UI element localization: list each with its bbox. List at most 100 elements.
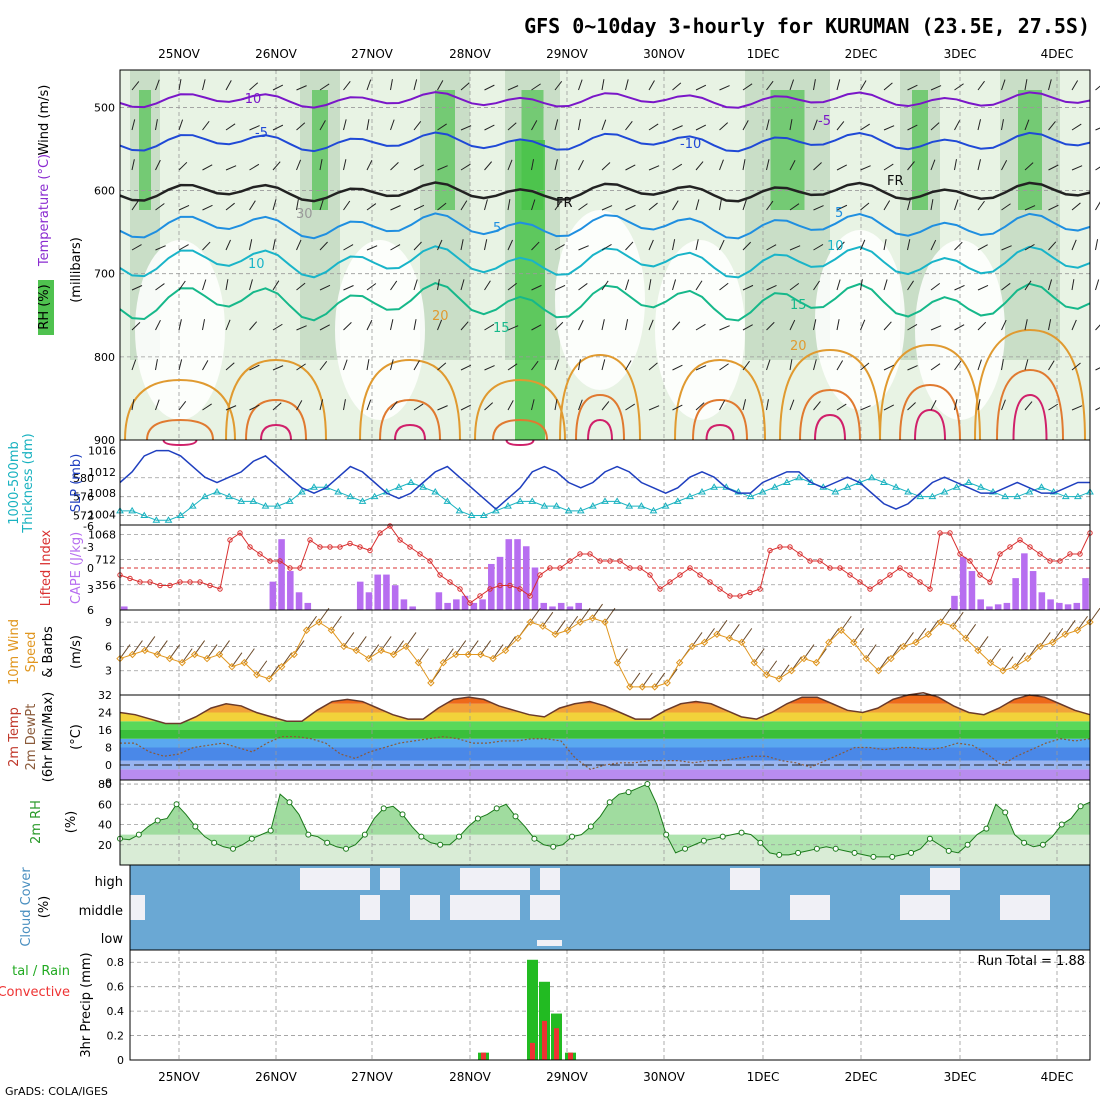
wind-barb <box>405 632 417 647</box>
rh-marker <box>1077 803 1084 810</box>
temp-panel-label-a: 2m Temp <box>7 707 22 767</box>
cloud-low-block <box>537 940 562 946</box>
temp-unit-label: (°C) <box>69 724 84 750</box>
wind-barb <box>1071 123 1082 131</box>
pressure-tick: 800 <box>94 351 115 364</box>
wind-barb <box>343 359 348 371</box>
cape-bar <box>514 539 521 610</box>
lifted-index-marker <box>517 586 523 592</box>
wind-barb <box>155 119 158 131</box>
wind-barb <box>954 159 957 171</box>
thickness-marker <box>1013 492 1022 500</box>
wind-barb <box>306 615 317 631</box>
wind-barb <box>954 241 963 251</box>
wind-speed-marker <box>166 654 174 663</box>
cloud-high-block <box>380 868 400 890</box>
wind-barb <box>719 325 730 331</box>
wind-speed-marker <box>476 650 485 659</box>
wind-barb <box>272 84 284 91</box>
li-tick: 3 <box>87 583 94 596</box>
wind-barb <box>648 202 658 211</box>
wind-barb <box>225 123 236 131</box>
lifted-index-marker <box>277 558 283 564</box>
wind-barb <box>319 83 330 91</box>
wind-barb <box>272 161 281 171</box>
wind-speed-marker <box>563 626 572 634</box>
lifted-index-marker <box>1007 544 1013 550</box>
wind-speed-marker <box>874 667 883 675</box>
rh-marker <box>1039 841 1046 848</box>
wind-barb <box>789 245 801 251</box>
slp-tick: 1016 <box>88 445 116 458</box>
wind-speed-marker <box>626 683 634 691</box>
thickness-marker <box>928 492 937 500</box>
wind-barb <box>704 628 715 643</box>
date-label: 27NOV <box>351 47 393 61</box>
wind-speed-marker <box>128 650 137 659</box>
thickness-marker <box>588 502 597 509</box>
wind-barb <box>249 364 260 371</box>
credit: GrADS: COLA/IGES <box>5 1085 108 1098</box>
thickness-marker <box>625 502 634 509</box>
contour-label: 5 <box>493 221 501 236</box>
lifted-index-marker <box>347 540 353 547</box>
wind-speed-marker <box>999 667 1007 675</box>
wind-barb <box>202 79 206 91</box>
wind-barb <box>366 203 377 211</box>
wind-barb <box>484 84 495 91</box>
wind-barb <box>695 84 707 91</box>
wind-barb <box>977 321 987 331</box>
thickness-marker <box>685 492 694 500</box>
lifted-index-marker <box>447 579 453 585</box>
wind-barb <box>531 399 535 411</box>
lifted-index-marker <box>827 565 833 571</box>
rh-marker <box>1058 821 1065 828</box>
wind-barb <box>155 359 158 371</box>
wind-barb <box>672 163 683 171</box>
wind-barb <box>131 285 143 291</box>
thickness-marker <box>346 492 355 500</box>
wind-barb <box>249 321 258 331</box>
wind-barb <box>592 603 603 619</box>
thickness-marker <box>491 506 500 514</box>
wind-barb <box>554 399 558 411</box>
wind-barb <box>601 244 612 251</box>
wind-speed-marker <box>713 630 721 638</box>
cloud-mid-block <box>1000 895 1050 920</box>
wind-barb <box>836 360 844 371</box>
lifted-index-marker <box>417 551 423 557</box>
wind-barb <box>390 244 401 251</box>
contour-label: 30 <box>296 207 313 222</box>
cloud-high-block <box>460 868 530 890</box>
lifted-index-marker <box>1027 544 1033 550</box>
wind-barb <box>860 239 866 251</box>
wind-speed-marker <box>912 638 920 647</box>
wind-barb <box>695 161 704 171</box>
wind-barb <box>803 644 815 659</box>
cape-bar <box>1047 599 1054 610</box>
wind-barb <box>890 644 902 659</box>
wind-barb <box>1001 282 1011 291</box>
wind-barb <box>954 284 965 291</box>
wind-barb <box>413 204 425 211</box>
cape-bar <box>479 599 486 610</box>
lifted-index-marker <box>237 530 243 536</box>
wind-barb <box>484 199 488 211</box>
lifted-index-marker <box>747 589 753 596</box>
thickness-marker <box>964 478 973 485</box>
wind-barb <box>742 360 750 371</box>
wind-barb <box>296 282 306 291</box>
date-label: 4DEC <box>1041 47 1074 61</box>
rh-marker <box>286 799 293 806</box>
precip-panel <box>129 949 1091 1061</box>
li-tick: -3 <box>83 541 94 554</box>
lifted-index-marker <box>377 530 383 536</box>
contour-label: 15 <box>493 321 510 336</box>
wind-speed-marker <box>240 658 249 667</box>
wind-barb <box>554 285 566 291</box>
wind-barb <box>1095 407 1100 411</box>
wind-barb <box>390 401 398 411</box>
wind-barb <box>1071 405 1083 411</box>
lifted-index-marker <box>147 579 153 585</box>
wind-barb <box>178 280 186 291</box>
